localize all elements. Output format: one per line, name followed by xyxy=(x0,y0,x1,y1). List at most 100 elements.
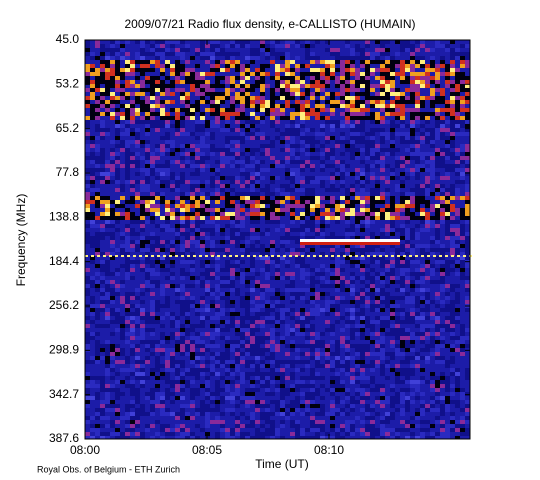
texture-cell xyxy=(340,200,345,204)
texture-cell xyxy=(295,292,300,296)
texture-cell xyxy=(405,156,410,160)
texture-cell xyxy=(110,212,115,216)
texture-cell xyxy=(200,160,205,164)
texture-cell xyxy=(400,72,405,76)
texture-cell xyxy=(415,148,420,152)
texture-cell xyxy=(225,72,230,76)
texture-cell xyxy=(445,208,450,212)
texture-cell xyxy=(410,52,415,56)
texture-cell xyxy=(210,92,215,96)
texture-cell xyxy=(400,268,405,272)
texture-cell xyxy=(175,264,180,268)
texture-cell xyxy=(160,224,165,228)
texture-cell xyxy=(115,276,120,280)
texture-cell xyxy=(335,188,340,192)
texture-cell xyxy=(255,164,260,168)
texture-cell xyxy=(140,112,145,116)
texture-cell xyxy=(190,252,195,256)
texture-cell xyxy=(290,180,295,184)
texture-cell xyxy=(390,40,395,44)
texture-cell xyxy=(355,112,360,116)
texture-cell xyxy=(275,180,280,184)
texture-cell xyxy=(155,124,160,128)
texture-cell xyxy=(420,204,425,208)
texture-cell xyxy=(250,244,255,248)
texture-cell xyxy=(320,120,325,124)
texture-cell xyxy=(380,124,385,128)
texture-cell xyxy=(450,60,455,64)
texture-cell xyxy=(465,232,470,236)
texture-cell xyxy=(95,216,100,220)
texture-cell xyxy=(310,216,315,220)
texture-cell xyxy=(225,244,230,248)
texture-cell xyxy=(190,280,195,284)
texture-cell xyxy=(345,88,350,92)
texture-cell xyxy=(400,76,405,80)
texture-cell xyxy=(255,44,260,48)
texture-cell xyxy=(350,280,355,284)
texture-cell xyxy=(365,252,370,256)
texture-cell xyxy=(375,184,380,188)
texture-cell xyxy=(400,160,405,164)
texture-cell xyxy=(440,200,445,204)
texture-cell xyxy=(125,268,130,272)
texture-cell xyxy=(420,276,425,280)
texture-cell xyxy=(85,92,90,96)
texture-cell xyxy=(320,160,325,164)
texture-cell xyxy=(145,232,150,236)
texture-cell xyxy=(195,232,200,236)
texture-cell xyxy=(460,136,465,140)
texture-cell xyxy=(145,64,150,68)
texture-cell xyxy=(325,156,330,160)
texture-cell xyxy=(425,292,430,296)
texture-cell xyxy=(315,120,320,124)
texture-cell xyxy=(285,108,290,112)
texture-cell xyxy=(340,208,345,212)
texture-cell xyxy=(285,172,290,176)
texture-cell xyxy=(410,132,415,136)
texture-cell xyxy=(225,116,230,120)
texture-cell xyxy=(95,284,100,288)
texture-cell xyxy=(140,284,145,288)
texture-cell xyxy=(145,44,150,48)
texture-cell xyxy=(175,236,180,240)
texture-cell xyxy=(145,56,150,60)
texture-cell xyxy=(200,148,205,152)
texture-cell xyxy=(425,60,430,64)
texture-cell xyxy=(100,80,105,84)
texture-cell xyxy=(450,104,455,108)
texture-cell xyxy=(105,220,110,224)
texture-cell xyxy=(350,100,355,104)
texture-cell xyxy=(140,52,145,56)
texture-cell xyxy=(85,108,90,112)
texture-cell xyxy=(390,276,395,280)
texture-cell xyxy=(420,240,425,244)
texture-cell xyxy=(345,112,350,116)
texture-cell xyxy=(350,104,355,108)
texture-cell xyxy=(450,96,455,100)
texture-cell xyxy=(380,52,385,56)
texture-cell xyxy=(290,192,295,196)
texture-cell xyxy=(285,180,290,184)
texture-cell xyxy=(160,108,165,112)
texture-cell xyxy=(450,232,455,236)
texture-cell xyxy=(115,184,120,188)
texture-cell xyxy=(115,216,120,220)
texture-cell xyxy=(85,72,90,76)
texture-cell xyxy=(315,232,320,236)
texture-cell xyxy=(385,172,390,176)
texture-cell xyxy=(275,148,280,152)
texture-cell xyxy=(405,172,410,176)
texture-cell xyxy=(430,252,435,256)
texture-cell xyxy=(435,264,440,268)
texture-cell xyxy=(435,56,440,60)
texture-cell xyxy=(420,248,425,252)
texture-cell xyxy=(155,80,160,84)
texture-cell xyxy=(395,116,400,120)
texture-cell xyxy=(395,184,400,188)
texture-cell xyxy=(455,144,460,148)
texture-cell xyxy=(130,68,135,72)
texture-cell xyxy=(330,248,335,252)
texture-cell xyxy=(360,136,365,140)
texture-cell xyxy=(320,284,325,288)
